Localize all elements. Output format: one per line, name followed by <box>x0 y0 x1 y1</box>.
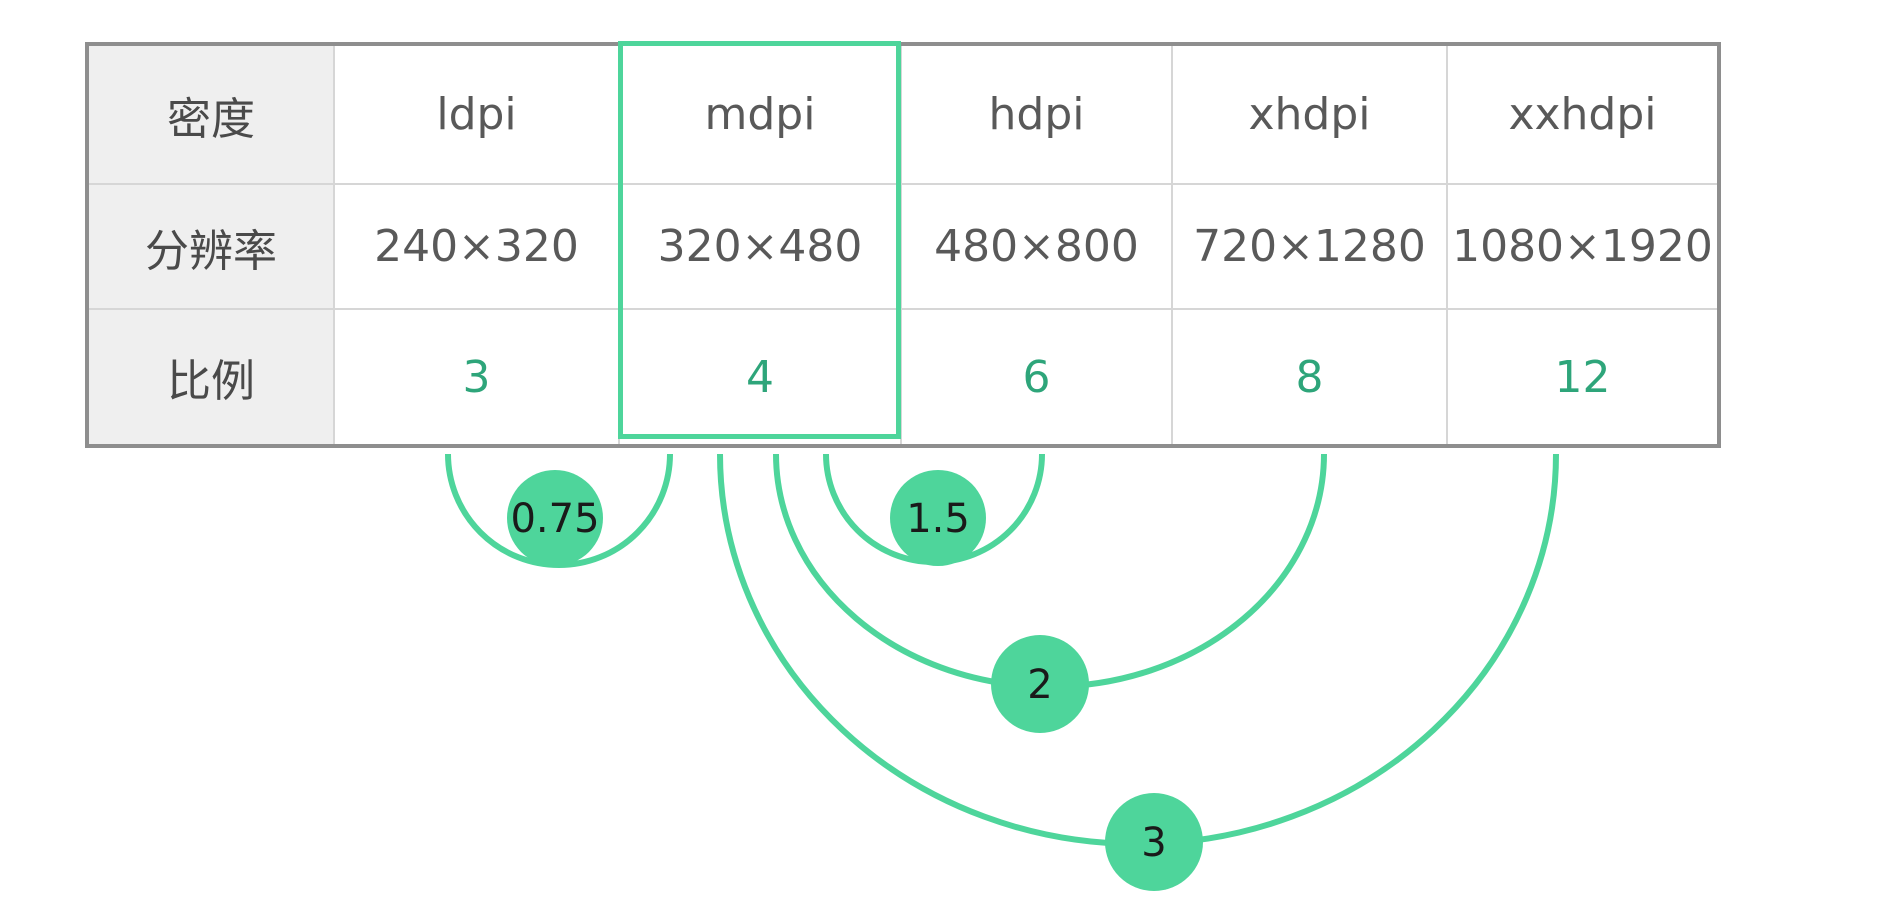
resolution-cell-xxhdpi: 1080×1920 <box>1446 183 1720 310</box>
density-cell-ldpi: ldpi <box>333 43 620 185</box>
table-row-ratio: 比例 3 4 6 8 12 <box>86 308 1720 447</box>
resolution-cell-mdpi: 320×480 <box>618 183 902 310</box>
ratio-cell-ldpi: 3 <box>333 308 620 447</box>
table-row-resolution: 分辨率 240×320 320×480 480×800 720×1280 108… <box>86 183 1720 310</box>
ratio-label-2: 2 <box>1027 662 1052 708</box>
row-header-ratio: 比例 <box>86 308 335 447</box>
ratio-bubble-2 <box>991 635 1089 733</box>
density-cell-mdpi: mdpi <box>618 43 902 185</box>
ratio-label-0-75: 0.75 <box>510 496 599 542</box>
density-cell-xxhdpi: xxhdpi <box>1446 43 1720 185</box>
resolution-cell-ldpi: 240×320 <box>333 183 620 310</box>
ratio-label-1-5: 1.5 <box>906 496 970 542</box>
ratio-label-3: 3 <box>1141 820 1166 866</box>
ratio-bubble-1-5 <box>890 470 986 566</box>
resolution-cell-hdpi: 480×800 <box>900 183 1173 310</box>
density-cell-hdpi: hdpi <box>900 43 1173 185</box>
table-row-density: 密度 ldpi mdpi hdpi xhdpi xxhdpi <box>86 43 1720 185</box>
ratio-cell-hdpi: 6 <box>900 308 1173 447</box>
density-cell-xhdpi: xhdpi <box>1171 43 1448 185</box>
ratio-bubble-0-75 <box>507 470 603 566</box>
ratio-cell-mdpi: 4 <box>618 308 902 447</box>
row-header-resolution: 分辨率 <box>86 183 335 310</box>
ratio-cell-xhdpi: 8 <box>1171 308 1448 447</box>
ratio-bubble-3 <box>1105 793 1203 891</box>
resolution-cell-xhdpi: 720×1280 <box>1171 183 1448 310</box>
density-table: 密度 ldpi mdpi hdpi xhdpi xxhdpi 分辨率 240×3… <box>85 42 1721 448</box>
ratio-cell-xxhdpi: 12 <box>1446 308 1720 447</box>
row-header-density: 密度 <box>86 43 335 185</box>
